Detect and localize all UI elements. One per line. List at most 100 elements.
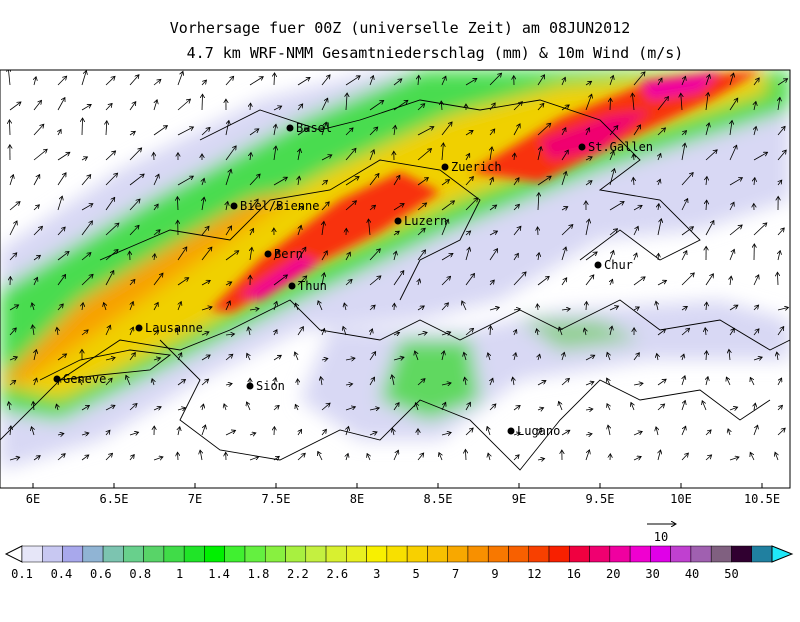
- colorbar-label: 3: [373, 567, 380, 581]
- colorbar-box: [367, 546, 387, 562]
- lon-label: 6.5E: [100, 492, 129, 506]
- city-label: Geneve: [63, 372, 106, 386]
- colorbar-box: [671, 546, 691, 562]
- colorbar-label: 16: [567, 567, 581, 581]
- lon-label: 8.5E: [424, 492, 453, 506]
- city-dot: [595, 262, 602, 269]
- colorbar-box: [63, 546, 83, 562]
- colorbar-box: [508, 546, 528, 562]
- colorbar-label: 0.8: [129, 567, 151, 581]
- city-dot: [508, 428, 515, 435]
- wind-reference-label: 10: [654, 530, 668, 544]
- city-label: St.Gallen: [588, 140, 653, 154]
- city-dot: [579, 144, 586, 151]
- colorbar-box: [711, 546, 731, 562]
- colorbar-box: [569, 546, 589, 562]
- city-dot: [247, 383, 254, 390]
- city-label: Thun: [298, 279, 327, 293]
- colorbar-box: [752, 546, 772, 562]
- lon-label: 10E: [670, 492, 692, 506]
- wind-arrow: [202, 94, 203, 110]
- wind-arrow: [777, 272, 778, 285]
- city-dot: [54, 376, 61, 383]
- colorbar-box: [306, 546, 326, 562]
- colorbar-box: [590, 546, 610, 562]
- city-dot: [136, 325, 143, 332]
- city-dot: [442, 164, 449, 171]
- colorbar-label: 1.8: [248, 567, 270, 581]
- colorbar-label: 30: [645, 567, 659, 581]
- city-label: Chur: [604, 258, 633, 272]
- lon-label: 7E: [188, 492, 202, 506]
- lon-label: 6E: [26, 492, 40, 506]
- colorbar-box: [346, 546, 366, 562]
- colorbar-box: [144, 546, 164, 562]
- colorbar-label: 40: [685, 567, 699, 581]
- colorbar-label: 1.4: [208, 567, 230, 581]
- lon-label: 8E: [350, 492, 364, 506]
- city-dot: [287, 125, 294, 132]
- colorbar-box: [610, 546, 630, 562]
- colorbar-box: [184, 546, 204, 562]
- wind-arrow: [9, 120, 10, 135]
- city-dot: [265, 251, 272, 258]
- city-label: Lugano: [517, 424, 560, 438]
- colorbar-box: [123, 546, 143, 562]
- colorbar-box: [549, 546, 569, 562]
- colorbar-box: [468, 546, 488, 562]
- colorbar-box: [731, 546, 751, 562]
- city-label: Basel: [296, 121, 332, 135]
- title: Vorhersage fuer 00Z (universelle Zeit) a…: [170, 19, 631, 37]
- city-dot: [289, 283, 296, 290]
- colorbar-box: [691, 546, 711, 562]
- city-label: Sion: [256, 379, 285, 393]
- colorbar-box: [407, 546, 427, 562]
- colorbar-label: 50: [724, 567, 738, 581]
- colorbar-label: 20: [606, 567, 620, 581]
- city-label: Biel/Bienne: [240, 199, 319, 213]
- colorbar-label: 5: [413, 567, 420, 581]
- colorbar-box: [204, 546, 224, 562]
- wind-arrow: [82, 118, 83, 135]
- colorbar-box: [164, 546, 184, 562]
- colorbar-box: [103, 546, 123, 562]
- lon-label: 10.5E: [744, 492, 780, 506]
- colorbar-box: [387, 546, 407, 562]
- colorbar-label: 0.6: [90, 567, 112, 581]
- colorbar-box: [630, 546, 650, 562]
- colorbar-box: [286, 546, 306, 562]
- colorbar-box: [265, 546, 285, 562]
- wind-arrow: [658, 253, 659, 260]
- colorbar-box: [488, 546, 508, 562]
- colorbar-box: [650, 546, 670, 562]
- lon-label: 7.5E: [262, 492, 291, 506]
- colorbar-label: 0.4: [51, 567, 73, 581]
- colorbar-box: [529, 546, 549, 562]
- colorbar-box: [42, 546, 62, 562]
- colorbar-label: 1: [176, 567, 183, 581]
- colorbar-box: [326, 546, 346, 562]
- city-dot: [231, 203, 238, 210]
- colorbar-box: [22, 546, 42, 562]
- colorbar-box: [225, 546, 245, 562]
- colorbar-label: 2.2: [287, 567, 309, 581]
- colorbar-label: 12: [527, 567, 541, 581]
- colorbar-box: [83, 546, 103, 562]
- city-dot: [395, 218, 402, 225]
- lon-label: 9E: [512, 492, 526, 506]
- colorbar-label: 0.1: [11, 567, 33, 581]
- colorbar-box: [427, 546, 447, 562]
- city-label: Zuerich: [451, 160, 502, 174]
- city-label: Lausanne: [145, 321, 203, 335]
- colorbar-box: [245, 546, 265, 562]
- colorbar-max-arrow: [772, 546, 792, 562]
- city-label: Luzern: [404, 214, 447, 228]
- colorbar-box: [448, 546, 468, 562]
- map-field: [0, 68, 790, 488]
- colorbar-min-arrow: [6, 546, 22, 562]
- colorbar-label: 2.6: [326, 567, 348, 581]
- city-label: Bern: [274, 247, 303, 261]
- lon-label: 9.5E: [586, 492, 615, 506]
- subtitle: 4.7 km WRF-NMM Gesamtniederschlag (mm) &…: [187, 44, 684, 62]
